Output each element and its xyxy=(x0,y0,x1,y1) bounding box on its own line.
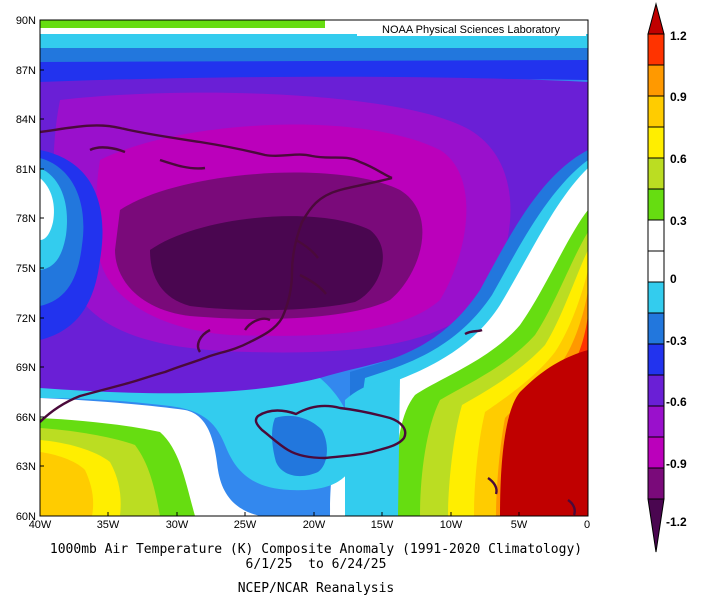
colorbar: 1.2 0.9 0.6 0.3 0 -0.3 -0.6 -0.9 -1.2 xyxy=(647,2,687,553)
colorbar-segment xyxy=(647,405,665,438)
colorbar-top-arrow xyxy=(647,2,665,35)
colorbar-segment xyxy=(647,95,665,128)
colorbar-labels: 1.2 0.9 0.6 0.3 0 -0.3 -0.6 -0.9 -1.2 xyxy=(666,29,687,529)
credit-box xyxy=(357,22,586,36)
title-line-2: 6/1/25 to 6/24/25 xyxy=(246,557,387,572)
lon-label: 25W xyxy=(234,519,257,531)
lon-label: 40W xyxy=(29,519,52,531)
lon-label: 10W xyxy=(440,519,463,531)
lon-label: 35W xyxy=(97,519,120,531)
colorbar-label: 1.2 xyxy=(670,29,687,43)
colorbar-label: 0.6 xyxy=(670,152,687,166)
lon-label: 30W xyxy=(166,519,189,531)
anomaly-field xyxy=(40,20,588,516)
colorbar-label: 0.9 xyxy=(670,90,687,104)
lat-label: 72N xyxy=(16,313,36,325)
lat-label: 60N xyxy=(16,511,36,523)
lon-label: 15W xyxy=(371,519,394,531)
colorbar-label: -1.2 xyxy=(666,515,687,529)
colorbar-segment xyxy=(647,157,665,190)
lat-label: 66N xyxy=(16,412,36,424)
title-line-1: 1000mb Air Temperature (K) Composite Ano… xyxy=(50,542,582,557)
figure-titles: 1000mb Air Temperature (K) Composite Ano… xyxy=(50,542,582,596)
colorbar-bottom-arrow xyxy=(647,498,665,553)
colorbar-segment xyxy=(647,436,665,469)
lat-label: 90N xyxy=(16,15,36,27)
colorbar-segment xyxy=(647,467,665,500)
colorbar-segment xyxy=(647,33,665,66)
lat-ticks xyxy=(40,19,44,467)
colorbar-label: -0.6 xyxy=(666,395,687,409)
lon-axis: 40W 35W 30W 25W 20W 15W 10W 5W 0 xyxy=(29,519,590,531)
lat-label: 75N xyxy=(16,263,36,275)
lat-label: 84N xyxy=(16,114,36,126)
colorbar-label: 0 xyxy=(670,272,677,286)
colorbar-segment xyxy=(647,343,665,376)
colorbar-segment xyxy=(647,219,665,252)
colorbar-segment xyxy=(647,188,665,221)
lon-label: 0 xyxy=(584,519,590,531)
colorbar-segment xyxy=(647,312,665,345)
lat-label: 63N xyxy=(16,461,36,473)
colorbar-segment xyxy=(647,250,665,283)
colorbar-segment xyxy=(647,126,665,159)
colorbar-segment xyxy=(647,281,665,314)
lat-label: 87N xyxy=(16,65,36,77)
colorbar-segment xyxy=(647,64,665,97)
source-line: NCEP/NCAR Reanalysis xyxy=(238,581,395,596)
colorbar-label: 0.3 xyxy=(670,214,687,228)
lon-ticks xyxy=(107,512,520,516)
lat-label: 69N xyxy=(16,362,36,374)
colorbar-label: -0.9 xyxy=(666,457,687,471)
lat-axis: 90N 87N 84N 81N 78N 75N 72N 69N 66N 63N … xyxy=(16,15,36,523)
colorbar-label: -0.3 xyxy=(666,334,687,348)
lon-label: 5W xyxy=(511,519,528,531)
colorbar-segment xyxy=(647,374,665,407)
coastlines xyxy=(40,124,576,516)
lat-label: 78N xyxy=(16,213,36,225)
lat-label: 81N xyxy=(16,164,36,176)
lon-label: 20W xyxy=(303,519,326,531)
credit-label: NOAA Physical Sciences Laboratory xyxy=(382,24,560,36)
